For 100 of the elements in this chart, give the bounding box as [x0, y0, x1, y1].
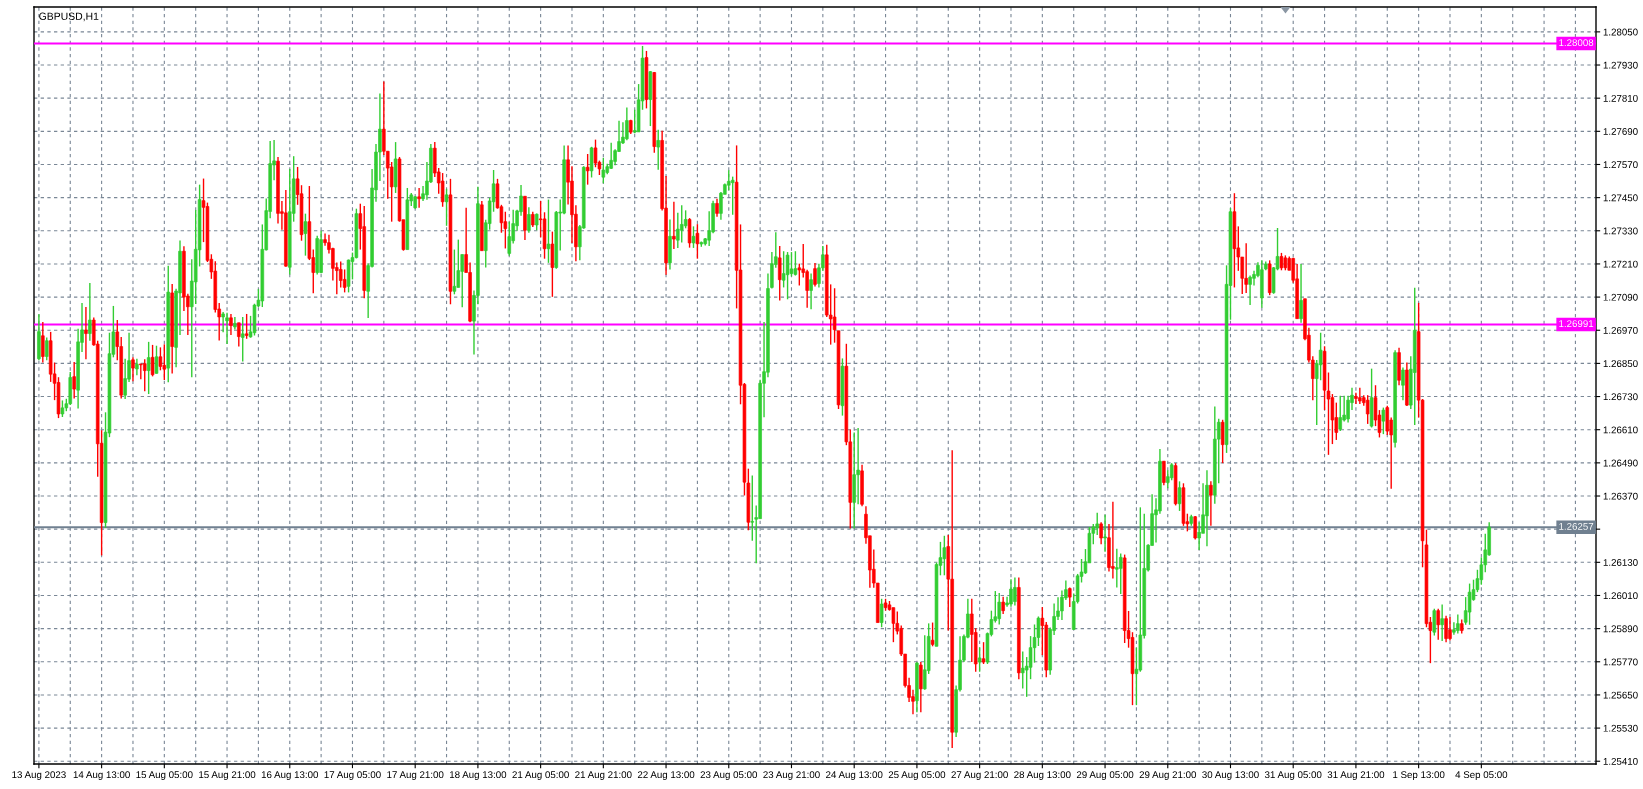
candlestick	[1354, 391, 1358, 405]
candlestick	[527, 206, 531, 234]
x-tick-label: 31 Aug 05:00	[1264, 771, 1322, 781]
candlestick	[1401, 366, 1405, 401]
y-tick-label: 1.25410	[1603, 757, 1638, 765]
y-tick-label: 1.27930	[1603, 61, 1638, 69]
y-tick-label: 1.26130	[1603, 559, 1638, 566]
candlestick	[550, 230, 555, 298]
candlestick	[1248, 274, 1252, 306]
candlestick	[679, 204, 684, 244]
candlestick	[809, 272, 813, 310]
candlestick	[1013, 576, 1017, 607]
candlestick	[1467, 582, 1472, 626]
candlestick	[229, 313, 233, 336]
candlestick	[1436, 608, 1440, 641]
x-tick-label: 1 Sep 13:00	[1393, 771, 1445, 781]
candlestick	[785, 251, 790, 300]
y-tick-label: 1.27330	[1603, 227, 1638, 235]
y-tick-label: 1.27090	[1603, 293, 1638, 301]
candlestick	[1099, 521, 1103, 546]
candlestick	[750, 474, 755, 542]
candlestick	[342, 268, 347, 294]
x-tick-label: 23 Aug 21:00	[763, 771, 820, 781]
candlestick	[452, 248, 457, 296]
ref-line-label: 1.28008	[1559, 39, 1594, 47]
x-tick-label: 29 Aug 21:00	[1139, 771, 1197, 781]
candlestick	[146, 341, 151, 395]
y-tick-label: 1.26970	[1603, 326, 1638, 334]
x-tick-label: 24 Aug 13:00	[826, 771, 883, 781]
candlestick	[789, 251, 794, 278]
candlestick	[1385, 404, 1390, 436]
candlestick	[919, 661, 923, 714]
candlestick	[1103, 514, 1107, 553]
x-tick-label: 17 Aug 05:00	[324, 771, 381, 781]
x-tick-label: 28 Aug 13:00	[1014, 771, 1071, 781]
candlestick	[546, 198, 551, 264]
candlestick	[444, 188, 449, 227]
candlestick	[1444, 614, 1448, 643]
candlestick	[1009, 578, 1013, 608]
candlestick	[225, 312, 229, 345]
y-tick-label: 1.26010	[1603, 592, 1638, 600]
candlestick	[154, 345, 159, 375]
y-tick-label: 1.27690	[1603, 128, 1638, 135]
candlestick	[585, 153, 590, 186]
candlestick	[139, 363, 143, 380]
y-tick-label: 1.27450	[1603, 194, 1638, 202]
candlestick	[44, 336, 49, 362]
candlestick	[672, 201, 676, 250]
y-tick-label: 1.26730	[1603, 393, 1638, 401]
candlestick	[162, 343, 167, 381]
candlestick	[417, 187, 421, 209]
candlestick	[793, 250, 798, 277]
candlestick	[691, 225, 696, 249]
candlestick	[1162, 460, 1166, 486]
x-tick-label: 30 Aug 13:00	[1202, 771, 1259, 781]
y-tick-label: 1.27570	[1603, 161, 1638, 169]
x-tick-label: 21 Aug 05:00	[512, 771, 569, 781]
x-tick-label: 16 Aug 13:00	[261, 771, 319, 781]
y-tick-label: 1.25890	[1603, 625, 1638, 633]
x-tick-label: 15 Aug 21:00	[199, 771, 256, 781]
candlestick	[977, 646, 982, 673]
x-tick-label: 25 Aug 05:00	[888, 771, 946, 781]
candlestick	[1432, 608, 1437, 637]
candlestick	[797, 262, 802, 287]
chart-title: GBPUSD,H1	[39, 12, 99, 22]
candlestick	[237, 322, 241, 348]
x-tick-label: 13 Aug 2023	[12, 771, 66, 781]
y-tick-label: 1.26370	[1603, 492, 1638, 500]
candlestick	[1448, 616, 1452, 642]
candlestick	[1068, 586, 1072, 608]
x-tick-label: 14 Aug 13:00	[73, 771, 130, 781]
candlestick	[997, 592, 1001, 626]
candlestick	[1456, 613, 1460, 635]
candlestick	[240, 316, 245, 363]
y-tick-label: 1.28050	[1603, 28, 1638, 36]
ref-line-label: 1.26991	[1559, 320, 1594, 328]
candlestick	[1381, 406, 1386, 435]
y-tick-label: 1.27210	[1603, 260, 1638, 268]
candlestick	[730, 175, 735, 216]
candlestick	[1338, 395, 1342, 432]
y-tick-label: 1.26610	[1603, 426, 1638, 434]
candlestick	[1299, 263, 1303, 324]
candlestick	[1244, 242, 1248, 294]
candlestick	[1440, 603, 1444, 642]
candlestick	[1220, 419, 1225, 464]
x-tick-label: 27 Aug 21:00	[951, 771, 1008, 781]
candlestick	[609, 141, 613, 170]
candlestick	[1358, 387, 1362, 405]
x-tick-label: 22 Aug 13:00	[637, 771, 695, 781]
candlestick	[813, 262, 817, 288]
candlestick	[1118, 552, 1123, 595]
candlestick	[981, 641, 986, 665]
candlestick	[1111, 501, 1115, 580]
candlestick	[72, 361, 76, 400]
x-tick-label: 18 Aug 13:00	[449, 771, 507, 781]
candlestick	[687, 217, 692, 249]
candlestick	[589, 146, 594, 179]
x-tick-label: 4 Sep 05:00	[1455, 771, 1508, 781]
y-tick-label: 1.25530	[1603, 724, 1638, 732]
x-tick-label: 17 Aug 21:00	[387, 771, 444, 781]
